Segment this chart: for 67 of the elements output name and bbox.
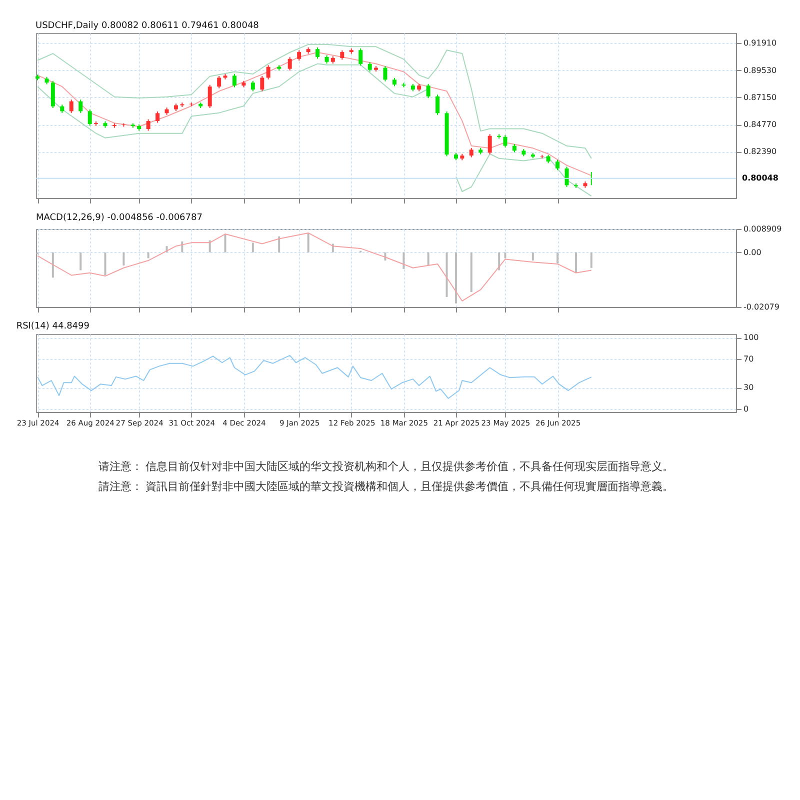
candlestick	[564, 166, 569, 188]
y-tick-label: 0.91910	[744, 38, 777, 48]
candlestick	[358, 48, 363, 66]
candlestick	[208, 84, 212, 109]
candlestick	[266, 64, 270, 80]
bar	[252, 242, 254, 252]
candlestick	[88, 109, 92, 126]
bar	[446, 252, 448, 298]
bar	[470, 252, 472, 292]
y-tick-label: 0.84770	[744, 120, 777, 130]
line-series	[37, 44, 592, 159]
bar	[504, 252, 506, 258]
y-tick-label: 0.82390	[744, 147, 777, 156]
y-tick-label: 0.008909	[744, 224, 782, 234]
candlestick	[217, 75, 222, 89]
bar	[224, 234, 226, 252]
candlestick	[297, 50, 302, 62]
y-tick-label: 0.87150	[744, 92, 777, 102]
bar	[427, 252, 430, 266]
candlestick	[69, 99, 74, 114]
bar	[455, 252, 457, 304]
candlestick	[368, 62, 372, 72]
candlestick	[316, 46, 320, 60]
y-tick-label: 70	[744, 354, 754, 364]
y-tick-label: 0.00	[744, 248, 762, 257]
y-tick-label: 100	[744, 333, 759, 342]
bar	[80, 252, 82, 270]
candlestick	[436, 94, 440, 116]
candlestick	[469, 147, 474, 158]
bar	[52, 252, 54, 278]
chart-title: RSI(14) 44.8499	[16, 322, 90, 332]
bar	[278, 236, 280, 252]
bar	[147, 252, 150, 258]
y-tick-label: -0.02079	[744, 302, 780, 312]
text: 請注意： 資訊目前僅針對非中國大陸區域的華文投資機構和個人，且僅提供參考價值，不具備任何現實層面指導意義。	[98, 480, 674, 493]
bar	[575, 252, 577, 273]
y-tick-label: 30	[744, 383, 754, 392]
chart-title: MACD(12,26,9) -0.004856 -0.006787	[36, 213, 202, 223]
candlestick	[488, 134, 492, 155]
y-tick-label: 0.89530	[744, 66, 777, 75]
candlestick	[426, 83, 430, 99]
candlestick	[146, 118, 150, 132]
candlestick	[50, 80, 55, 109]
candlestick	[232, 73, 236, 88]
bar	[532, 252, 534, 261]
bar	[402, 252, 405, 269]
bar	[498, 252, 500, 270]
bar	[307, 232, 310, 252]
line-series	[37, 232, 592, 302]
candlestick	[556, 159, 560, 171]
y-tick-label: 0	[744, 404, 749, 414]
bar	[556, 252, 559, 264]
candlestick	[340, 50, 344, 60]
candlestick	[503, 134, 508, 148]
bar	[122, 252, 125, 266]
candlestick	[260, 75, 264, 92]
line-series	[37, 354, 592, 399]
candlestick	[383, 66, 388, 82]
ref-line-label: 0.80048	[742, 173, 779, 182]
chart-title: USDCHF,Daily 0.80082 0.80611 0.79461 0.80048	[36, 21, 260, 31]
candlestick	[250, 80, 255, 92]
candlestick	[156, 110, 160, 124]
candlestick	[78, 99, 83, 114]
text: 请注意： 信息目前仅针对非中国大陆区域的华文投资机构和个人，且仅提供参考价值，不具备任何现实层面指导意义。	[98, 460, 674, 473]
bar	[104, 252, 106, 276]
candlestick	[288, 56, 292, 72]
bar	[590, 252, 592, 268]
